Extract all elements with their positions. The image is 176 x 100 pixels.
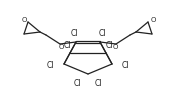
Text: Cl: Cl <box>122 62 130 70</box>
Text: Cl: Cl <box>95 78 102 88</box>
Text: Cl: Cl <box>46 62 54 70</box>
Text: Cl: Cl <box>74 78 81 88</box>
Text: O: O <box>21 17 27 23</box>
Text: Cl: Cl <box>98 30 106 38</box>
Text: O: O <box>150 17 156 23</box>
Text: O: O <box>58 44 64 50</box>
Text: Cl: Cl <box>63 40 71 50</box>
Text: Cl: Cl <box>105 40 113 50</box>
Text: O: O <box>112 44 118 50</box>
Text: Cl: Cl <box>70 30 78 38</box>
